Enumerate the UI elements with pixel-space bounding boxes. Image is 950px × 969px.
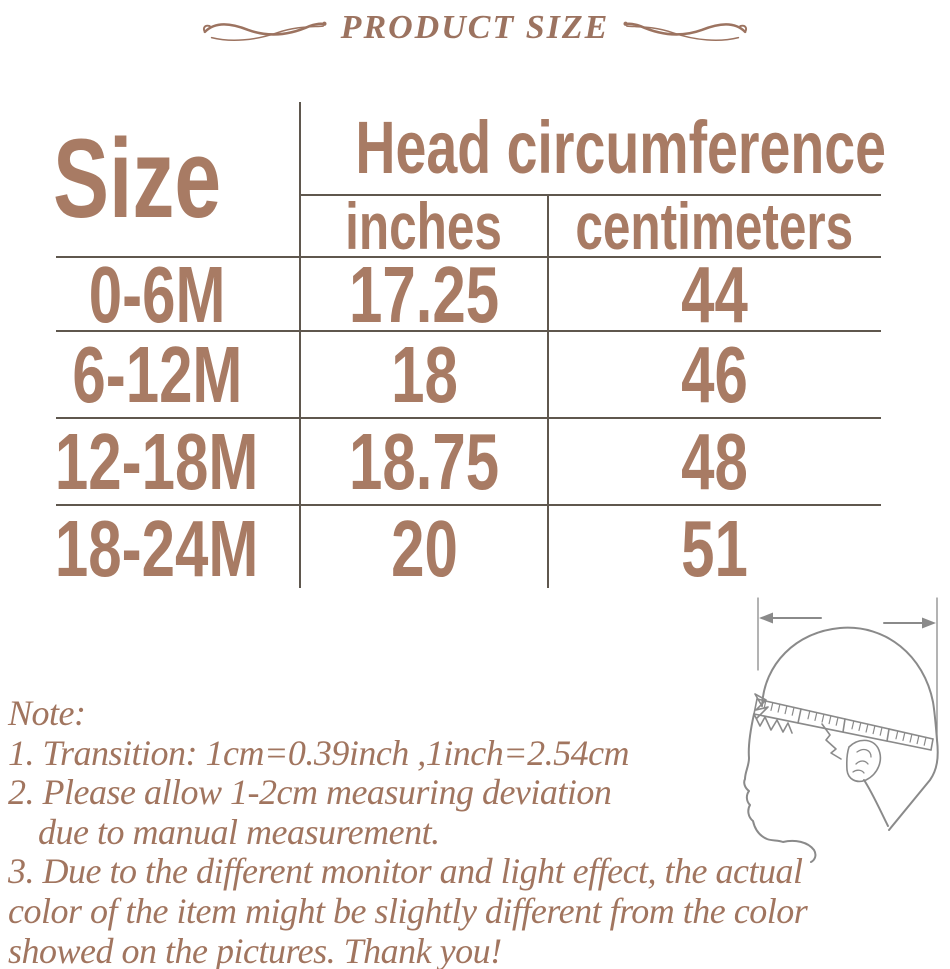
- tape-tick-marks: [763, 700, 927, 746]
- title-flourish-left-icon: [202, 21, 327, 41]
- table-rule-row-3: [56, 504, 881, 506]
- note-line-2: 2. Please allow 1-2cm measuring deviatio…: [8, 772, 612, 813]
- note-line-3-continued: color of the item might be slightly diff…: [8, 890, 808, 931]
- page-header: PRODUCT SIZE: [0, 2, 950, 54]
- note-line-2-continued: due to manual measurement.: [38, 811, 440, 852]
- size-column-header: Size: [52, 116, 222, 241]
- table-rule-vertical-2: [547, 195, 549, 588]
- ear: [846, 739, 882, 783]
- table-cell-cm-0-6m: 44: [681, 250, 748, 339]
- table-cell-size-0-6m: 0-6M: [88, 250, 226, 339]
- note-line-3: 3. Due to the different monitor and ligh…: [8, 851, 803, 892]
- arrow-left-icon: [759, 612, 822, 624]
- table-cell-inches-0-6m: 17.25: [348, 250, 500, 339]
- note-line-3-end: showed on the pictures. Thank you!: [8, 930, 502, 969]
- head-circumference-group-header: Head circumference: [355, 105, 886, 189]
- notes-block: Note: 1. Transition: 1cm=0.39inch ,1inch…: [8, 693, 808, 969]
- table-rule-vertical-1: [299, 102, 301, 588]
- title-flourish-right-icon: [623, 21, 748, 41]
- table-rule-under-column-headers: [56, 256, 881, 258]
- table-rule-row-1: [56, 330, 881, 332]
- table-cell-size-6-12m: 6-12M: [71, 329, 243, 419]
- table-cell-cm-18-24m: 51: [681, 503, 748, 593]
- table-cell-inches-18-24m: 20: [390, 503, 458, 593]
- measuring-tape: [753, 698, 934, 751]
- centimeters-column-header: centimeters: [575, 189, 854, 263]
- inches-column-header: inches: [345, 189, 503, 263]
- table-cell-size-12-18m: 12-18M: [55, 416, 259, 506]
- table-rule-under-group-header: [300, 194, 881, 196]
- note-heading: Note:: [8, 693, 86, 733]
- table-cell-cm-6-12m: 46: [681, 329, 748, 419]
- arrow-right-icon: [883, 617, 936, 629]
- note-line-1: 1. Transition: 1cm=0.39inch ,1inch=2.54c…: [8, 732, 630, 773]
- table-cell-size-18-24m: 18-24M: [55, 503, 259, 593]
- table-cell-inches-12-18m: 18.75: [348, 416, 500, 506]
- head-measurement-illustration: [743, 597, 939, 863]
- table-cell-cm-12-18m: 48: [681, 416, 748, 506]
- page-title: PRODUCT SIZE: [340, 9, 610, 46]
- table-rule-row-2: [56, 417, 881, 419]
- table-cell-inches-6-12m: 18: [390, 329, 458, 419]
